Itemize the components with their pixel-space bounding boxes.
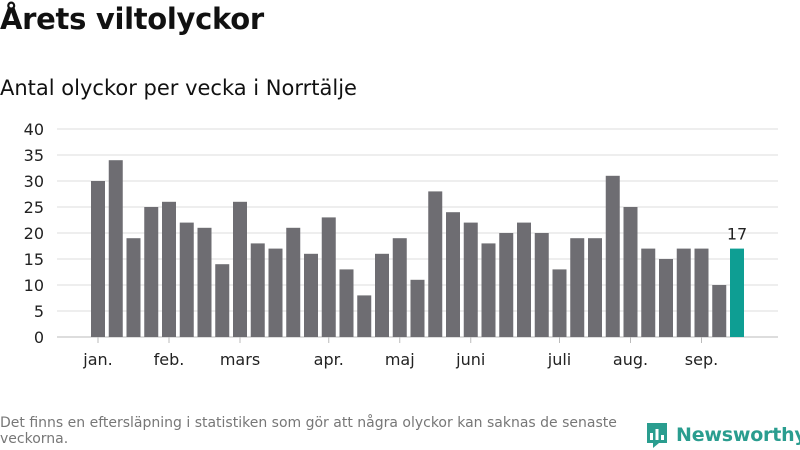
bar <box>392 238 407 337</box>
bar <box>712 285 727 337</box>
y-tick-label: 35 <box>24 146 44 165</box>
bar <box>250 243 265 337</box>
bar <box>517 222 531 337</box>
bar <box>730 248 744 337</box>
newsworthy-logo: Newsworthy <box>645 420 800 450</box>
footnote: Det finns en eftersläpning i statistiken… <box>0 415 617 447</box>
bar <box>463 222 478 337</box>
bar <box>623 207 638 337</box>
bar <box>499 233 514 337</box>
bar <box>375 253 389 337</box>
x-tick-label: feb. <box>154 350 185 369</box>
bar <box>605 175 620 337</box>
x-tick-label: maj <box>385 350 415 369</box>
bar <box>321 217 336 337</box>
y-tick-label: 30 <box>24 172 44 191</box>
brand-name: Newsworthy <box>676 424 800 446</box>
bar <box>268 248 283 337</box>
bar <box>215 264 230 337</box>
bars <box>91 160 744 337</box>
bar <box>357 295 372 337</box>
y-tick-label: 20 <box>24 224 44 243</box>
x-tick-label: juni <box>455 350 485 369</box>
bar <box>694 248 709 337</box>
bar <box>233 201 247 337</box>
bar <box>410 279 425 337</box>
x-tick-label: apr. <box>314 350 344 369</box>
bar <box>286 227 301 337</box>
bar <box>570 238 585 337</box>
y-tick-label: 25 <box>24 198 44 217</box>
bar <box>659 259 673 337</box>
y-tick-label: 5 <box>34 302 44 321</box>
bar <box>108 160 123 337</box>
y-tick-label: 15 <box>24 250 44 269</box>
y-tick-label: 10 <box>24 276 44 295</box>
x-tick-label: jan. <box>82 350 112 369</box>
bar <box>179 222 194 337</box>
bar <box>339 269 354 337</box>
bar <box>481 243 496 337</box>
bar <box>552 269 567 337</box>
x-tick-label: juli <box>547 350 571 369</box>
bar <box>162 201 176 337</box>
y-tick-label: 40 <box>24 120 44 139</box>
bar <box>676 248 691 337</box>
x-tick-label: mars <box>220 350 260 369</box>
bar <box>197 227 212 337</box>
data-labels: 17 <box>727 225 747 244</box>
bar <box>91 181 105 337</box>
bar <box>534 233 549 337</box>
bar <box>641 248 656 337</box>
page-title: Årets viltolyckor <box>0 2 264 36</box>
x-tick-label: sep. <box>685 350 718 369</box>
bar <box>588 238 602 337</box>
bar <box>126 238 141 337</box>
chart-subtitle: Antal olyckor per vecka i Norrtälje <box>0 76 357 100</box>
bar <box>144 207 159 337</box>
y-tick-label: 0 <box>34 328 44 347</box>
y-axis-ticks: 0 5 10 15 20 25 30 35 40 <box>24 120 44 347</box>
bar-chart-bubble-icon <box>647 423 667 448</box>
data-label: 17 <box>727 225 747 244</box>
x-axis-ticks: jan. feb. mars apr. maj juni juli aug. sep. <box>82 337 718 369</box>
x-tick-label: aug. <box>613 350 648 369</box>
bar <box>446 212 460 337</box>
bar <box>304 253 318 337</box>
bar <box>428 191 443 337</box>
